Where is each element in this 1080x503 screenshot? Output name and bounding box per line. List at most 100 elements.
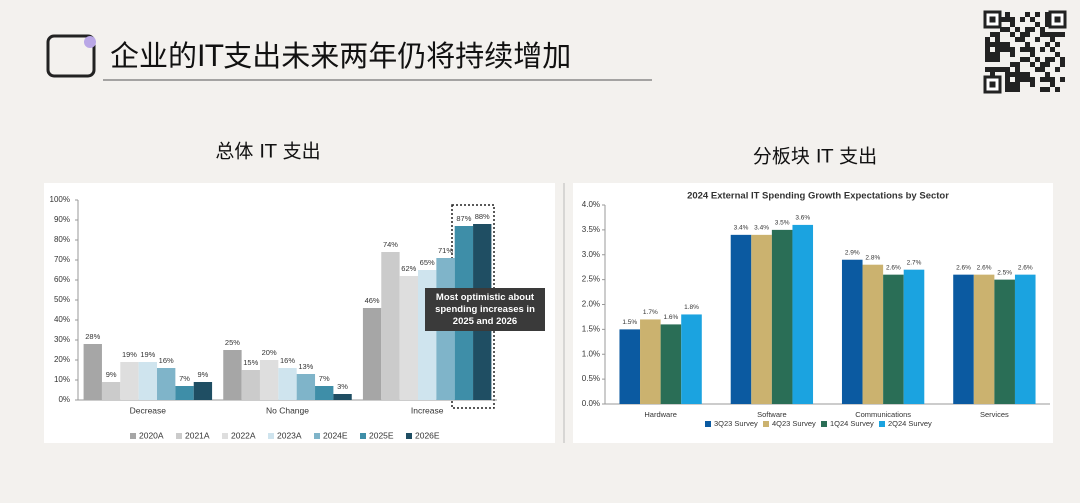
value-label: 1.5% [622, 319, 637, 326]
bar [399, 276, 418, 400]
qr-cell [1005, 17, 1010, 22]
bar [681, 314, 702, 404]
value-label: 28% [85, 332, 100, 341]
qr-cell [1040, 87, 1045, 92]
qr-cell [995, 67, 1000, 72]
y-tick-label: 3.0% [582, 250, 600, 259]
qr-cell [1015, 82, 1020, 87]
qr-cell [1005, 47, 1010, 52]
value-label: 20% [262, 348, 277, 357]
qr-cell [1030, 27, 1035, 32]
bar [101, 382, 121, 400]
y-tick-label: 0.5% [582, 374, 600, 383]
qr-cell [1055, 87, 1060, 92]
x-tick-label: Software [757, 410, 787, 419]
legend-swatch [879, 421, 885, 427]
qr-eye [1054, 16, 1061, 23]
legend-label: 2024E [323, 430, 348, 440]
qr-cell [1040, 27, 1045, 32]
section-title: 分板块 IT 支出 [753, 146, 877, 168]
value-label: 16% [280, 356, 295, 365]
bar [241, 370, 260, 400]
qr-cell [1050, 32, 1055, 37]
legend-swatch [821, 421, 827, 427]
qr-cell [1020, 47, 1025, 52]
y-tick-label: 90% [54, 215, 70, 224]
legend-swatch [360, 433, 366, 439]
bar [138, 362, 158, 400]
y-tick-label: 80% [54, 235, 70, 244]
bar [619, 329, 641, 404]
qr-cell [1010, 47, 1015, 52]
qr-cell [1005, 12, 1010, 17]
qr-cell [1025, 77, 1030, 82]
y-tick-label: 20% [54, 355, 70, 364]
bar [862, 264, 884, 404]
legend-swatch [705, 421, 711, 427]
qr-cell [1015, 37, 1020, 42]
value-label: 2.9% [845, 249, 860, 256]
value-label: 3.6% [795, 215, 810, 222]
qr-cell [985, 42, 990, 47]
y-tick-label: 50% [54, 295, 70, 304]
qr-cell [1005, 27, 1010, 32]
qr-code [983, 10, 1067, 94]
legend-label: 2021A [185, 430, 210, 440]
bar [903, 269, 925, 404]
bar [751, 234, 772, 404]
qr-cell [1015, 87, 1020, 92]
value-label: 88% [475, 212, 490, 221]
qr-cell [995, 57, 1000, 62]
qr-cell [1045, 32, 1050, 37]
qr-cell [1035, 12, 1040, 17]
bar [1014, 274, 1036, 404]
annotation: Most optimistic about spending increases… [425, 288, 545, 331]
qr-cell [1025, 12, 1030, 17]
x-tick-label: Hardware [644, 410, 677, 419]
qr-cell [985, 47, 990, 52]
value-label: 65% [420, 258, 435, 267]
qr-cell [1015, 62, 1020, 67]
qr-cell [990, 57, 995, 62]
y-tick-label: 60% [54, 275, 70, 284]
value-label: 62% [401, 264, 416, 273]
qr-cell [1005, 77, 1010, 82]
qr-cell [1020, 72, 1025, 77]
bar [953, 274, 974, 404]
qr-cell [1035, 57, 1040, 62]
bar [994, 279, 1015, 404]
qr-cell [1045, 87, 1050, 92]
bar [841, 259, 863, 404]
qr-cell [1050, 77, 1055, 82]
qr-cell [1055, 42, 1060, 47]
value-label: 1.7% [643, 309, 658, 316]
qr-eye [989, 16, 996, 23]
qr-cell [1050, 82, 1055, 87]
qr-cell [1055, 32, 1060, 37]
qr-cell [1020, 17, 1025, 22]
qr-cell [985, 37, 990, 42]
qr-cell [1000, 67, 1005, 72]
qr-cell [1010, 72, 1015, 77]
bar [175, 386, 194, 400]
qr-cell [1030, 52, 1035, 57]
qr-cell [985, 67, 990, 72]
value-label: 2.6% [886, 264, 901, 271]
legend-swatch [268, 433, 274, 439]
value-label: 71% [438, 246, 453, 255]
legend-swatch [406, 433, 412, 439]
bar [296, 374, 316, 400]
qr-cell [1025, 27, 1030, 32]
legend-label: 2022A [231, 430, 256, 440]
bar [120, 362, 139, 400]
bar [792, 224, 814, 404]
value-label: 74% [383, 240, 398, 249]
qr-cell [1045, 77, 1050, 82]
qr-cell [1000, 42, 1005, 47]
qr-cell [1015, 77, 1020, 82]
value-label: 16% [159, 356, 174, 365]
x-tick-label: Services [980, 410, 1009, 419]
qr-cell [1010, 82, 1015, 87]
value-label: 19% [140, 350, 155, 359]
